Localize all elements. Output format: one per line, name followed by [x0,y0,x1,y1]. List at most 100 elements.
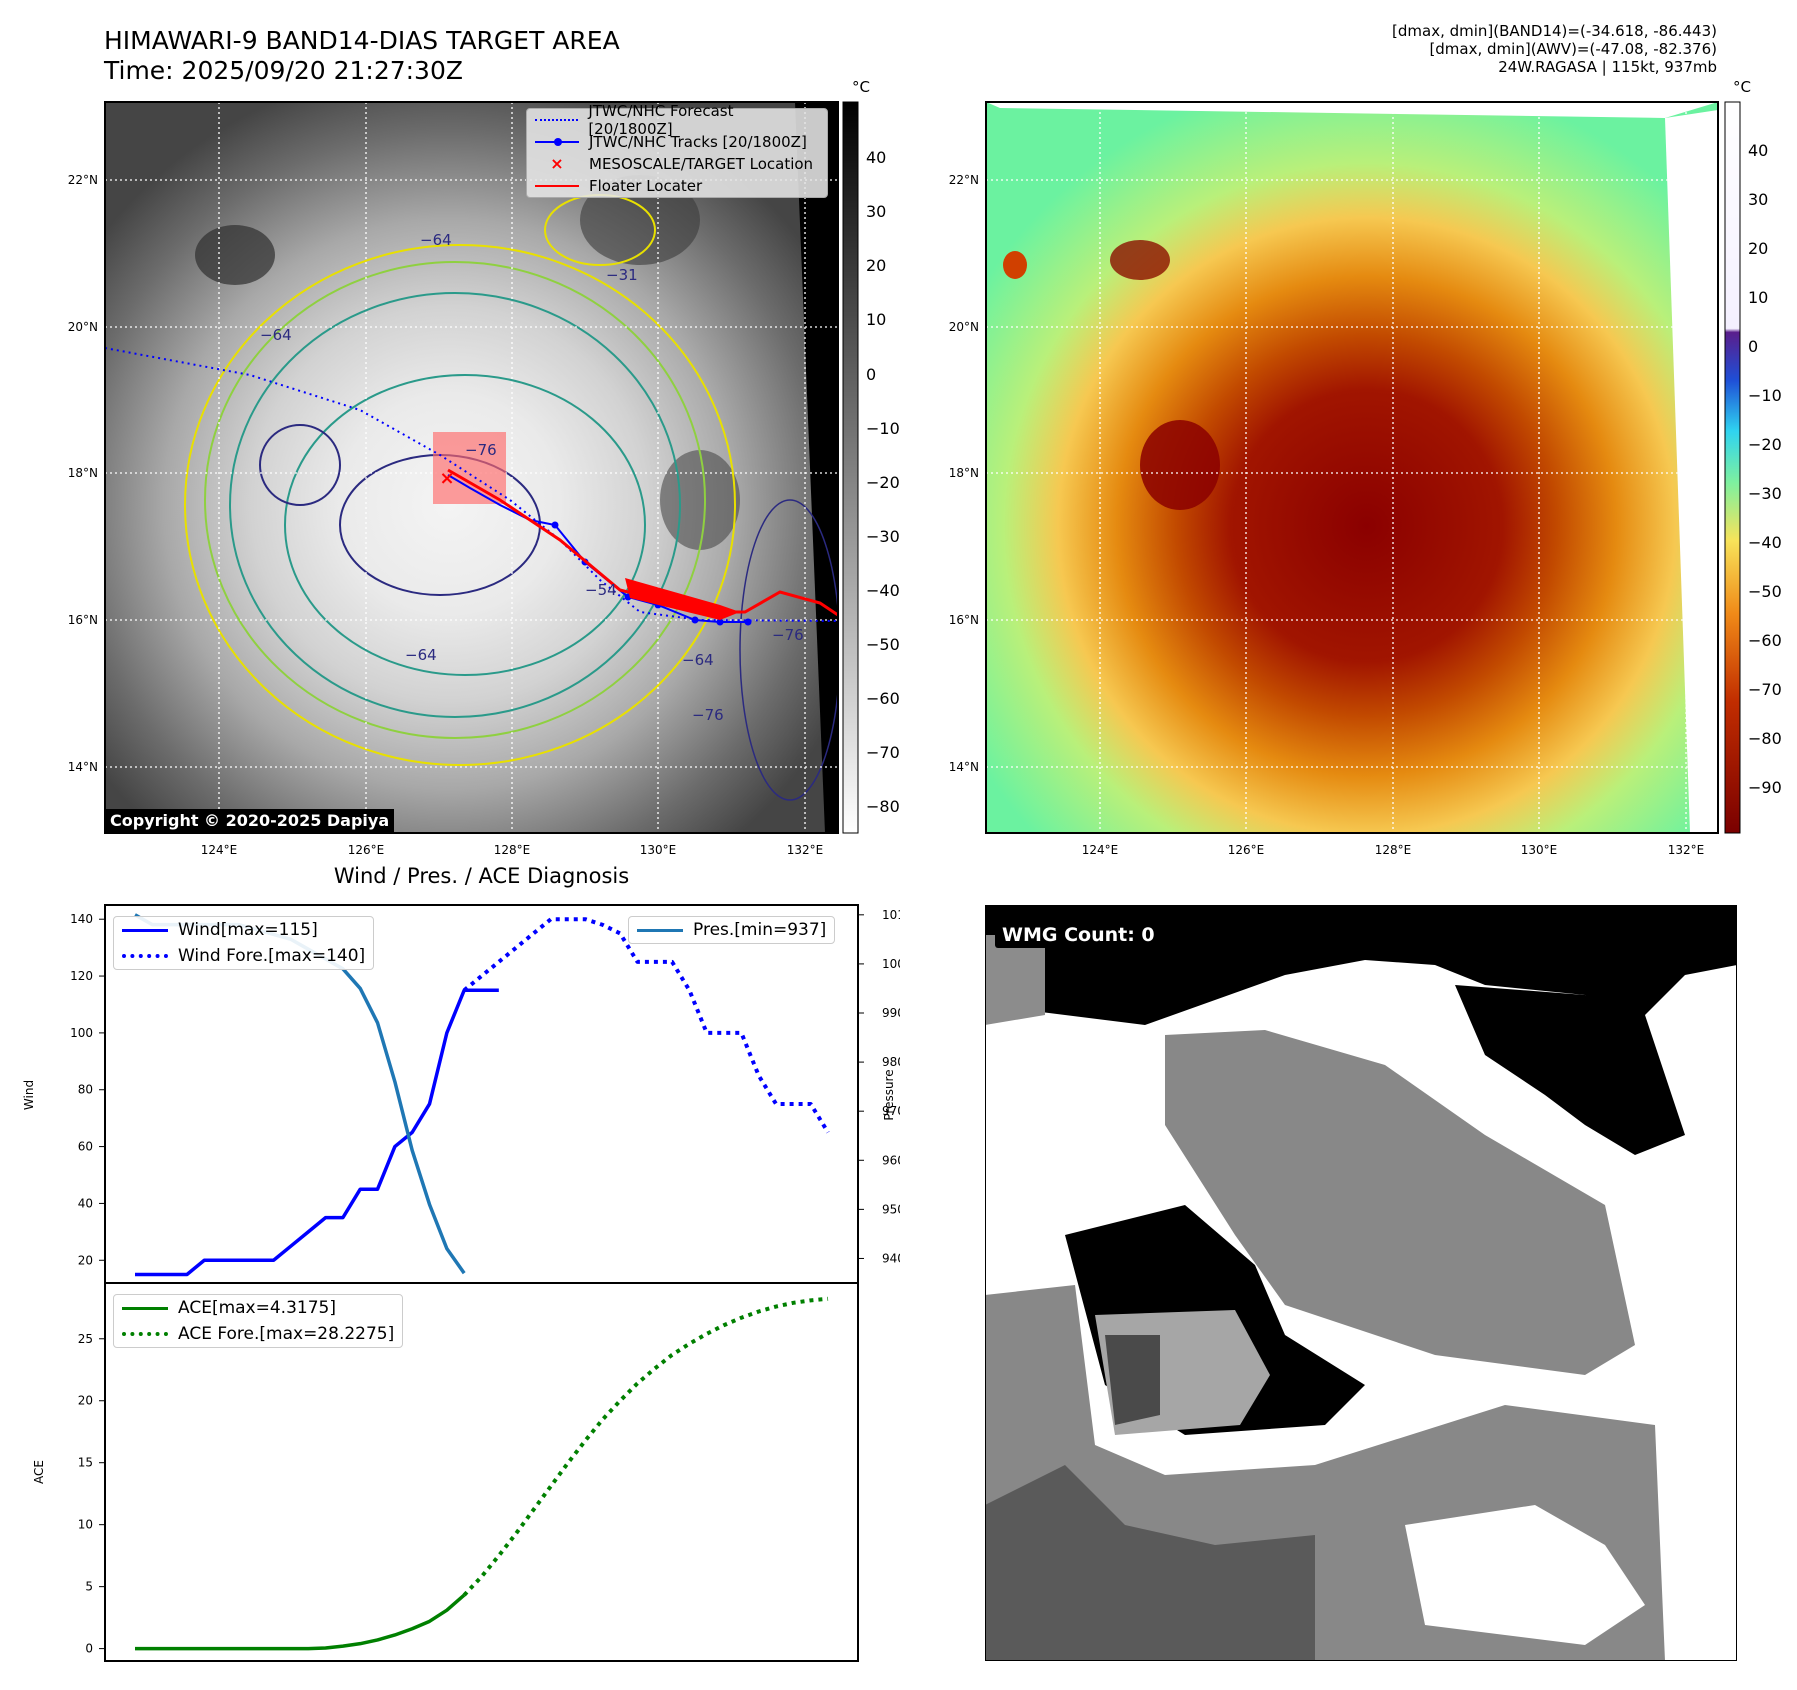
pressure-tick-label: 980 [882,1055,900,1069]
cb1-tick: −40 [866,581,900,600]
lon-tick: 132°E [787,843,824,857]
lon-tick: 124°E [201,843,238,857]
solid-line-icon [122,928,168,932]
contour-label: −64 [420,231,452,249]
colorbar1-unit: °C [852,78,870,96]
lon-ticks-map1: 124°E 126°E 128°E 130°E 132°E [201,843,824,857]
lat-tick: 22°N [949,173,979,187]
contour-label: −76 [465,441,497,459]
line-dot-icon [535,138,579,146]
title-line-1: HIMAWARI-9 BAND14-DIAS TARGET AREA [104,26,620,55]
contour-label: −64 [682,651,714,669]
lat-tick: 14°N [68,760,98,774]
lon-tick: 126°E [348,843,385,857]
cb2-tick: 0 [1748,337,1758,356]
legend-label: Wind[max=115] [178,920,318,940]
lat-tick: 22°N [68,173,98,187]
series-line-1 [462,917,830,1134]
solid-line-icon [535,185,579,187]
cb2-tick: −30 [1748,484,1782,503]
ir-map: × [105,102,838,833]
lon-tick: 128°E [1375,843,1412,857]
legend-ace-forecast: ACE Fore.[max=28.2275] [114,1321,402,1347]
stats-line-3: 24W.RAGASA | 115kt, 937mb [1498,58,1717,76]
cb1-tick: −80 [866,797,900,816]
lat-tick: 20°N [68,320,98,334]
ace-series-line-0 [135,1593,466,1651]
stats-line-2: [dmax, dmin](AWV)=(-47.08, -82.376) [1429,40,1717,58]
wind-tick-label: 40 [78,1196,93,1210]
cb2-tick: 10 [1748,288,1768,307]
lon-ticks-map2: 124°E 126°E 128°E 130°E 132°E [1082,843,1705,857]
awv-map [986,102,1718,833]
contour-label: −76 [692,706,724,724]
diagnosis-title: Wind / Pres. / ACE Diagnosis [333,864,630,888]
contour-label: −31 [606,266,638,284]
cb2-tick: −80 [1748,729,1782,748]
wind-tick-label: 100 [70,1026,93,1040]
copyright-badge: Copyright © 2020-2025 Dapiya [105,809,395,832]
series-line-0 [135,988,499,1277]
legend-floater: Floater Locater [527,175,827,197]
cb2-tick: 40 [1748,141,1768,160]
dotted-line-icon [122,1332,168,1336]
colorbar2-unit: °C [1733,78,1751,96]
pressure-tick-label: 970 [882,1104,900,1118]
pressure-tick-label: 1000 [882,957,900,971]
lat-tick: 20°N [949,320,979,334]
solid-line-icon [122,1306,168,1310]
wind-tick-label: 20 [78,1253,93,1267]
title-line-2: Time: 2025/09/20 21:27:30Z [104,56,463,85]
ace-series-lines [135,1296,829,1651]
contour-label: −76 [772,626,804,644]
legend-label: Wind Fore.[max=140] [178,946,366,966]
ace-tick-label: 5 [85,1580,93,1594]
ace-series-line-1 [462,1296,829,1597]
lat-ticks-map1: 22°N 20°N 18°N 16°N 14°N [68,173,98,774]
lon-tick: 124°E [1082,843,1119,857]
lon-tick: 130°E [640,843,677,857]
cb2-tick: 20 [1748,239,1768,258]
wind-tick-label: 120 [70,969,93,983]
contour-label: −54 [585,581,617,599]
contour-labels: −64 −76 −64 −64 −76 −76 −64 −54 −31 [260,231,804,724]
wind-tick-label: 140 [70,912,93,926]
figure-title: HIMAWARI-9 BAND14-DIAS TARGET AREA Time:… [104,26,620,86]
ace-tick-label: 25 [78,1332,93,1346]
cb2-tick: −50 [1748,582,1782,601]
x-marker-icon: × [550,154,564,173]
ace-legend: ACE[max=4.3175] ACE Fore.[max=28.2275] [113,1294,404,1348]
lon-tick: 132°E [1668,843,1705,857]
cb1-tick: −10 [866,419,900,438]
map-legend: JTWC/NHC Forecast [20/1800Z] JTWC/NHC Tr… [526,102,828,198]
legend-pressure: Pres.[min=937] [629,917,834,943]
pressure-ylabel: Pressure [882,1069,896,1120]
cb2-tick: −10 [1748,386,1782,405]
lat-tick: 16°N [949,613,979,627]
lat-tick: 16°N [68,613,98,627]
cb1-tick: 30 [866,202,886,221]
legend-forecast: JTWC/NHC Forecast [20/1800Z] [527,102,827,138]
wind-legend: Wind[max=115] Wind Fore.[max=140] [113,916,375,970]
stats-header: [dmax, dmin](BAND14)=(-34.618, -86.443) … [1392,22,1717,76]
cb2-tick: 30 [1748,190,1768,209]
cb1-tick: 20 [866,256,886,275]
legend-ace: ACE[max=4.3175] [114,1295,402,1321]
legend-label: JTWC/NHC Forecast [20/1800Z] [588,102,734,138]
lon-tick: 128°E [494,843,531,857]
ace-tick-label: 0 [85,1642,93,1656]
legend-label: ACE[max=4.3175] [178,1298,336,1318]
legend-wind-forecast: Wind Fore.[max=140] [114,943,373,969]
lat-tick: 18°N [68,466,98,480]
pressure-tick-label: 950 [882,1202,900,1216]
cb1-tick: 40 [866,148,886,167]
contour-label: −64 [260,326,292,344]
wind-tick-label: 60 [78,1140,93,1154]
cb1-tick: −20 [866,473,900,492]
legend-wind: Wind[max=115] [114,917,373,943]
legend-label: Floater Locater [589,177,703,195]
colorbar1-ticks: 40 30 20 10 0 −10 −20 −30 −40 −50 −60 −7… [866,148,900,816]
cb1-tick: 10 [866,310,886,329]
